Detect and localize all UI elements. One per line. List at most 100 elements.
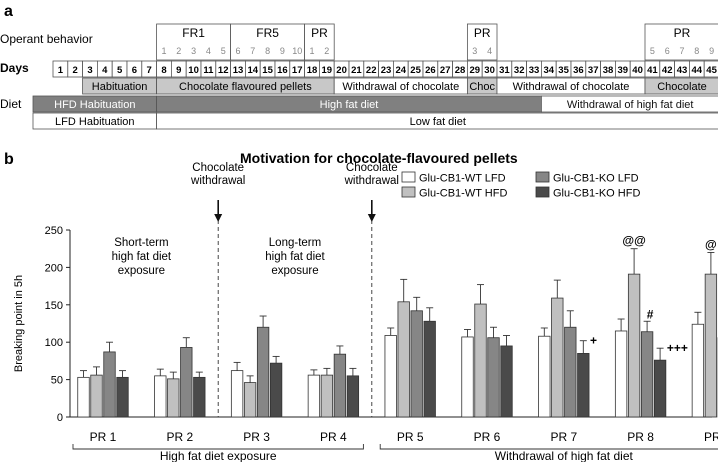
day-number: 13 <box>233 65 244 76</box>
day-number: 4 <box>102 65 108 76</box>
session-number: 10 <box>292 46 302 56</box>
category-label: PR 1 <box>90 430 117 444</box>
session-number: 5 <box>650 46 655 56</box>
day-cells-group: 1 2 3 4 5 6 7 8 9 10 11 12 13 14 15 16 17 18 19 20 21 22 23 24 2… <box>52 60 718 78</box>
day-number: 21 <box>351 65 362 76</box>
phase-label: Withdrawal of chocolate <box>342 81 459 93</box>
day-number: 30 <box>484 65 495 76</box>
bar <box>384 335 397 418</box>
day-number: 26 <box>425 65 436 76</box>
day-number: 6 <box>132 65 137 76</box>
day-number: 37 <box>588 65 599 76</box>
withdrawal-arrow-head <box>367 214 376 222</box>
session-number: 3 <box>472 46 477 56</box>
exposure-annotation: Long-term <box>269 237 321 249</box>
category-label: PR 3 <box>243 430 270 444</box>
day-number: 41 <box>647 65 658 76</box>
bar <box>167 378 180 418</box>
session-number: 1 <box>309 46 314 56</box>
day-number: 9 <box>176 65 181 76</box>
session-number: 9 <box>280 46 285 56</box>
day-number: 27 <box>440 65 451 76</box>
phase-label: Withdrawal of chocolate <box>513 81 630 93</box>
bar <box>704 273 718 418</box>
legend-swatch <box>401 171 416 183</box>
schedule-box <box>156 23 232 61</box>
exposure-annotation: Short-term <box>114 237 168 249</box>
legend-label: Glu-CB1-KO HFD <box>553 188 640 200</box>
y-tick-label: 250 <box>45 225 63 237</box>
bar <box>243 382 257 418</box>
bar <box>333 353 347 418</box>
bar <box>551 297 564 418</box>
day-number: 14 <box>248 65 259 76</box>
phase-label: Habituation <box>92 81 148 93</box>
bar <box>154 375 167 418</box>
day-number: 33 <box>529 65 540 76</box>
lfd-label: Low fat diet <box>410 116 466 128</box>
session-number: 2 <box>324 46 329 56</box>
day-number: 28 <box>455 65 466 76</box>
bar <box>653 359 667 418</box>
schedule-label: PR <box>311 26 328 40</box>
bar <box>614 330 628 418</box>
day-number: 12 <box>218 65 229 76</box>
bar <box>90 374 103 418</box>
legend-swatch <box>535 171 550 183</box>
category-label: PR 4 <box>320 430 347 444</box>
day-number: 7 <box>147 65 152 76</box>
category-label: PR 8 <box>627 430 654 444</box>
day-number: 18 <box>307 65 318 76</box>
bar <box>691 323 705 418</box>
session-number: 8 <box>265 46 270 56</box>
group-brackets: High fat diet exposure Withdrawal of high… <box>72 444 718 462</box>
day-number: 31 <box>499 65 510 76</box>
legend-label: Glu-CB1-KO LFD <box>553 173 639 185</box>
day-number: 16 <box>277 65 288 76</box>
bar <box>410 310 423 418</box>
session-number: 7 <box>250 46 255 56</box>
y-tick-label: 150 <box>45 300 63 312</box>
hfd-label: High fat diet <box>320 99 379 111</box>
day-cell <box>703 60 718 78</box>
exposure-annotation: exposure <box>118 265 165 277</box>
bracket-label: Withdrawal of high fat diet <box>495 449 634 462</box>
schedule-box <box>230 23 306 61</box>
session-number: 4 <box>206 46 211 56</box>
bracket-line <box>379 444 718 450</box>
significance-marker: +++ <box>667 341 688 355</box>
bar <box>500 345 513 418</box>
significance-group: @@#++++@##+++ <box>590 234 717 355</box>
session-number: 1 <box>161 46 166 56</box>
lfd-label: LFD Habituation <box>55 116 135 128</box>
bar <box>346 375 360 418</box>
day-number: 45 <box>706 65 717 76</box>
session-number: 7 <box>679 46 684 56</box>
bar <box>180 347 193 418</box>
bar <box>627 273 641 418</box>
phase-label: Choc <box>469 81 495 93</box>
hfd-label: Withdrawal of high fat diet <box>567 99 694 111</box>
day-number: 43 <box>677 65 688 76</box>
category-labels: PR 1 PR 2 PR 3 PR 4 PR 5 PR 6 PR 7 PR 8 PR 9 <box>90 430 718 444</box>
day-number: 38 <box>603 65 614 76</box>
y-tick-label: 200 <box>45 262 63 274</box>
bar <box>564 326 577 418</box>
schedule-label: PR <box>674 26 691 40</box>
significance-marker: @ <box>705 237 717 251</box>
phase-label: Chocolate flavoured pellets <box>179 81 312 93</box>
day-number: 39 <box>618 65 629 76</box>
hfd-cell <box>541 95 718 113</box>
y-tick-label: 50 <box>51 375 63 387</box>
day-number: 23 <box>381 65 392 76</box>
day-number: 25 <box>410 65 421 76</box>
legend-swatch <box>401 186 416 198</box>
bar <box>256 326 270 418</box>
significance-marker: # <box>647 307 654 321</box>
category-label: PR 6 <box>474 430 501 444</box>
chart-title: Motivation for chocolate-flavoured pelle… <box>240 150 518 166</box>
panel-b-label: b <box>4 151 14 168</box>
legend-swatch <box>535 186 550 198</box>
y-tick-label: 100 <box>45 337 63 349</box>
withdrawal-label: Chocolate <box>346 162 398 174</box>
